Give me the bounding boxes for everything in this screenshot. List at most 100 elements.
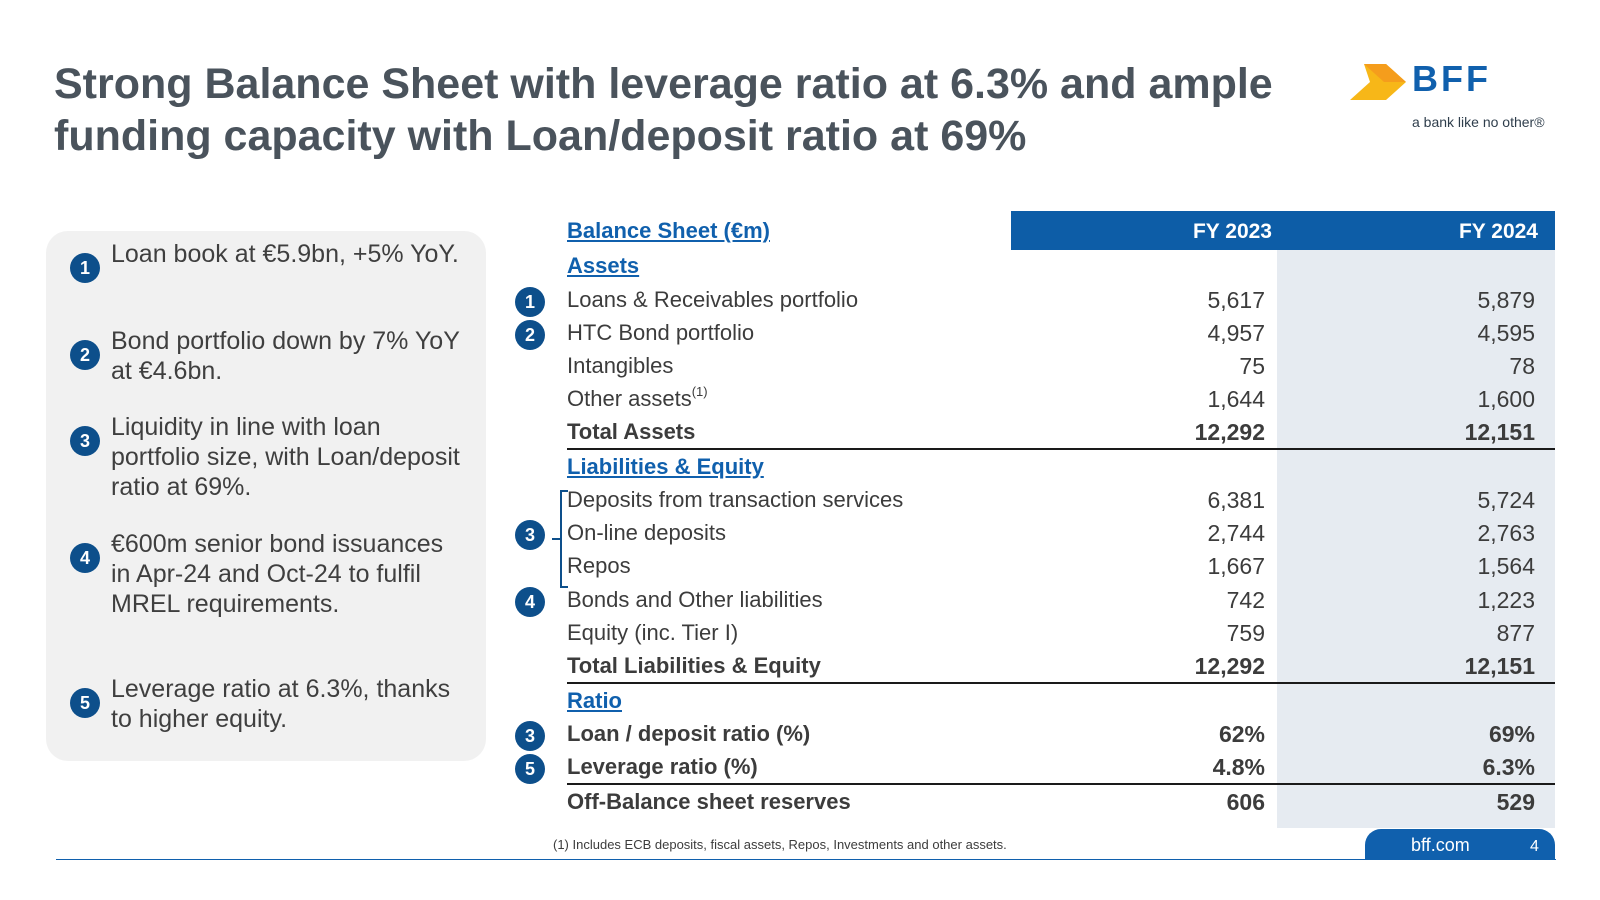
fy2024-column-shading — [1277, 250, 1555, 828]
row-label: On-line deposits — [567, 520, 726, 545]
logo-arrow-icon — [1350, 64, 1406, 100]
row-label: Other assets(1) — [567, 384, 708, 412]
page-number: 4 — [1530, 838, 1539, 855]
table-row: 1 Loans & Receivables portfolio 5,617 5,… — [515, 285, 1555, 318]
total-row: Total Liabilities & Equity 12,292 12,151 — [567, 651, 1555, 684]
value-fy2023: 759 — [1226, 620, 1265, 646]
value-fy2024: 2,763 — [1477, 520, 1535, 546]
section-heading: Liabilities & Equity — [567, 452, 1555, 485]
value-fy2024: 877 — [1496, 620, 1535, 646]
row-label: Off-Balance sheet reserves — [567, 789, 851, 814]
other-assets-label: Other assets — [567, 386, 692, 411]
highlights-panel: 1 Loan book at €5.9bn, +5% YoY. 2 Bond p… — [46, 231, 486, 761]
number-badge: 5 — [515, 754, 545, 784]
number-badge: 1 — [515, 287, 545, 317]
table-row: Other assets(1) 1,644 1,600 — [567, 384, 1555, 417]
highlight-text: Bond portfolio down by 7% YoY at €4.6bn. — [111, 327, 460, 385]
row-label: Repos — [567, 553, 631, 578]
deposits-bracket — [560, 490, 568, 588]
row-label: Loans & Receivables portfolio — [567, 287, 859, 312]
ratio-heading: Ratio — [567, 688, 622, 713]
page-title: Strong Balance Sheet with leverage ratio… — [54, 58, 1314, 162]
value-fy2023: 2,744 — [1207, 520, 1265, 546]
number-badge: 3 — [515, 721, 545, 751]
table-row: Equity (inc. Tier I) 759 877 — [567, 618, 1555, 651]
highlight-text: Leverage ratio at 6.3%, thanks to higher… — [111, 675, 451, 733]
header-fy2024: FY 2024 — [1458, 220, 1538, 243]
value-fy2023: 1,644 — [1207, 386, 1265, 412]
number-badge: 1 — [70, 253, 100, 283]
number-badge: 4 — [515, 587, 545, 617]
value-fy2024: 69% — [1488, 721, 1535, 747]
number-badge: 2 — [515, 320, 545, 350]
highlight-text: Liquidity in line with loan portfolio si… — [111, 413, 460, 501]
assets-heading: Assets — [567, 253, 640, 278]
value-fy2024: 78 — [1509, 353, 1535, 379]
total-row: Total Assets 12,292 12,151 — [567, 417, 1555, 450]
value-fy2024: 6.3% — [1482, 754, 1535, 780]
value-fy2023: 5,617 — [1207, 287, 1265, 313]
title-line-2: funding capacity with Loan/deposit ratio… — [54, 112, 1027, 160]
title-line-1: Strong Balance Sheet with leverage ratio… — [54, 60, 1273, 108]
value-fy2023: 1,667 — [1207, 553, 1265, 579]
row-label: Intangibles — [567, 353, 674, 378]
row-label: Leverage ratio (%) — [567, 754, 758, 779]
bff-logo: BFF a bank like no other® — [1350, 58, 1566, 130]
table-row: 3 Loan / deposit ratio (%) 62% 69% — [515, 719, 1555, 752]
table-row: Off-Balance sheet reserves 606 529 — [567, 787, 1555, 820]
footer-url[interactable]: bff.com — [1411, 835, 1470, 855]
highlight-text: €600m senior bond issuances in Apr-24 an… — [111, 530, 444, 618]
value-fy2023: 12,292 — [1194, 419, 1265, 445]
table-row: Repos 1,667 1,564 — [567, 551, 1555, 584]
highlight-text: Loan book at €5.9bn, +5% YoY. — [111, 240, 459, 268]
section-heading: Ratio — [567, 686, 1555, 719]
value-fy2024: 5,879 — [1477, 287, 1535, 313]
value-fy2023: 62% — [1218, 721, 1265, 747]
row-label: Total Assets — [567, 419, 696, 444]
value-fy2024: 1,564 — [1477, 553, 1535, 579]
table-row: 3 On-line deposits 2,744 2,763 — [515, 518, 1555, 551]
number-badge: 4 — [70, 543, 100, 573]
row-label: Equity (inc. Tier I) — [567, 620, 739, 645]
number-badge: 3 — [70, 426, 100, 456]
row-label: Deposits from transaction services — [567, 487, 904, 512]
value-fy2023: 742 — [1226, 587, 1265, 613]
balance-sheet-heading: Balance Sheet (€m) — [567, 218, 770, 243]
number-badge: 5 — [70, 688, 100, 718]
number-badge: 3 — [515, 520, 545, 550]
footnote: (1) Includes ECB deposits, fiscal assets… — [553, 837, 1007, 852]
table-row: 2 HTC Bond portfolio 4,957 4,595 — [515, 318, 1555, 351]
value-fy2024: 12,151 — [1464, 419, 1535, 445]
value-fy2024: 12,151 — [1464, 653, 1535, 679]
value-fy2023: 75 — [1239, 353, 1265, 379]
row-label: Total Liabilities & Equity — [567, 653, 821, 678]
value-fy2023: 606 — [1226, 789, 1265, 815]
footnote-marker: (1) — [691, 384, 708, 399]
table-row: 5 Leverage ratio (%) 4.8% 6.3% — [515, 752, 1555, 785]
table-row: Intangibles 75 78 — [567, 351, 1555, 384]
table-row: Deposits from transaction services 6,381… — [567, 485, 1555, 518]
number-badge: 2 — [70, 340, 100, 370]
header-fy2023: FY 2023 — [1192, 220, 1272, 243]
value-fy2024: 1,600 — [1477, 386, 1535, 412]
row-label: Bonds and Other liabilities — [567, 587, 823, 612]
liabilities-heading: Liabilities & Equity — [567, 454, 764, 479]
row-label: Loan / deposit ratio (%) — [567, 721, 811, 746]
value-fy2023: 6,381 — [1207, 487, 1265, 513]
value-fy2023: 4,957 — [1207, 320, 1265, 346]
value-fy2023: 4.8% — [1212, 754, 1265, 780]
table-header-bar — [1011, 211, 1555, 250]
section-heading: Assets — [567, 251, 1555, 284]
logo-wordmark: BFF — [1412, 58, 1491, 99]
value-fy2024: 529 — [1496, 789, 1535, 815]
table-title: Balance Sheet (€m) — [567, 216, 1555, 249]
footer-tab — [1365, 829, 1555, 860]
value-fy2024: 5,724 — [1477, 487, 1535, 513]
value-fy2024: 1,223 — [1477, 587, 1535, 613]
logo-tagline: a bank like no other® — [1412, 114, 1545, 130]
footer-divider — [56, 859, 1556, 860]
row-label: HTC Bond portfolio — [567, 320, 755, 345]
deposits-bracket-tick — [552, 538, 561, 540]
table-row: 4 Bonds and Other liabilities 742 1,223 — [515, 585, 1555, 618]
value-fy2024: 4,595 — [1477, 320, 1535, 346]
